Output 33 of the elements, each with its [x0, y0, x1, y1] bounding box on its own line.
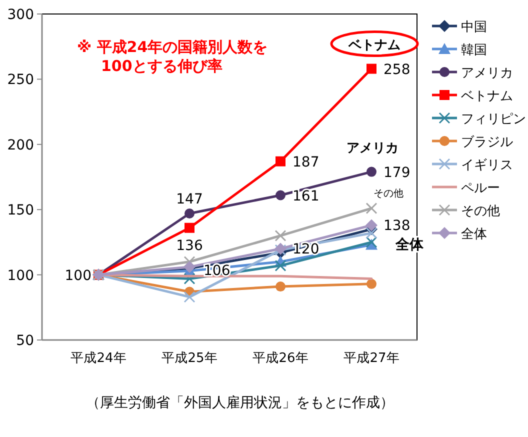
data-label: 136: [176, 238, 203, 254]
x-tick-label: 平成26年: [252, 351, 308, 366]
legend-label: ブラジル: [461, 135, 513, 150]
text: （厚生労働省「外国人雇用状況」をもとに作成）: [86, 395, 394, 411]
data-label: 138: [384, 218, 410, 234]
y-tick-label: 250: [7, 72, 34, 88]
data-label: 179: [384, 164, 410, 181]
x-tick-label: 平成27年: [344, 351, 400, 366]
y-tick-label: 200: [7, 137, 34, 154]
legend-label: ペルー: [461, 181, 500, 196]
data-label: 147: [176, 192, 203, 208]
y-tick-label: 150: [7, 202, 34, 219]
data-label: 187: [292, 154, 320, 170]
data-label: 161: [292, 188, 320, 204]
data-label: 258: [384, 62, 410, 78]
annotation: ※ 平成24年の国籍別人数を100とする伸び率: [77, 38, 268, 75]
y-tick-label: 300: [7, 7, 34, 23]
legend-label: イギリス: [461, 158, 513, 173]
legend-label: 韓国: [461, 43, 487, 58]
legend-label: アメリカ: [461, 66, 513, 81]
legend-label: ベトナム: [461, 89, 513, 104]
legend-label: 全体: [461, 227, 487, 242]
y-tick-label: 50: [16, 333, 34, 349]
legend-label: 中国: [461, 20, 487, 35]
legend-label: その他: [461, 204, 500, 219]
x-tick-label: 平成24年: [70, 351, 126, 366]
y-tick-label: 100: [7, 268, 34, 284]
x-tick-label: 平成25年: [162, 351, 218, 366]
legend-label: フィリピン: [461, 112, 526, 127]
annotation: その他: [374, 187, 404, 200]
data-label: 100: [64, 268, 92, 284]
annotation: アメリカ: [346, 140, 398, 156]
annotation: ベトナム: [348, 38, 400, 53]
